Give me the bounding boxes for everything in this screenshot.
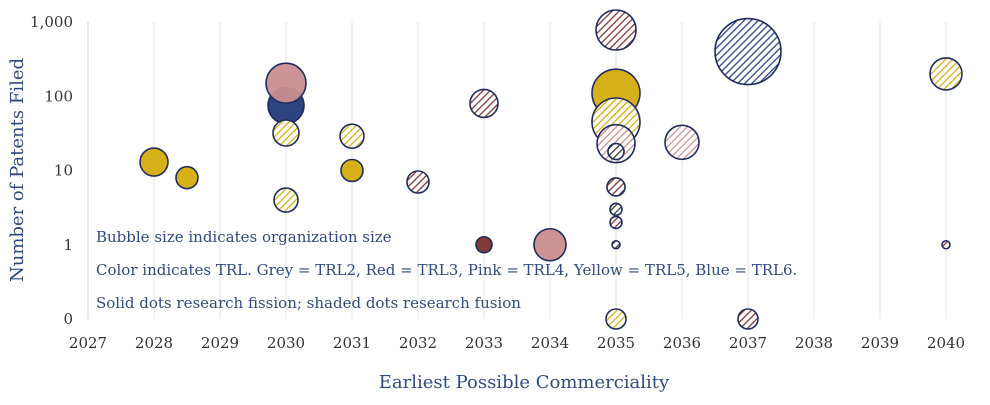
bubble-shaded-trl2-18 — [609, 202, 623, 217]
x-tick-2035: 2035 — [597, 334, 635, 352]
bubble-shaded-trl2-16 — [607, 142, 625, 161]
y-tick-0: 0 — [63, 310, 73, 328]
bubble-shaded-trl3-17 — [606, 177, 626, 197]
bubble-shaded-trl3-19 — [609, 215, 623, 230]
note-solid-shaded: Solid dots research fission; shaded dots… — [96, 294, 521, 312]
bubble-shaded-trl3-8 — [406, 170, 430, 194]
x-axis-title: Earliest Possible Commerciality — [379, 372, 670, 393]
x-tick-2030: 2030 — [267, 334, 305, 352]
y-tick-1000: 1,000 — [30, 13, 73, 31]
note-color-trl: Color indicates TRL. Grey = TRL2, Red = … — [96, 261, 797, 279]
bubble-shaded-trl5-4 — [272, 119, 300, 147]
bubble-shaded-trl2-20 — [611, 239, 621, 250]
bubble-shaded-trl5-6 — [339, 123, 365, 149]
x-tick-2039: 2039 — [861, 334, 899, 352]
bubble-shaded-trl5-5 — [273, 187, 299, 213]
x-tick-2036: 2036 — [663, 334, 701, 352]
bubble-shaded-trl3-26 — [941, 239, 951, 250]
tick-labels: 2027 2028 2029 2030 2031 2032 2033 2034 2035 2036… — [30, 13, 965, 352]
bubble-solid-trl3-10 — [475, 235, 493, 254]
x-tick-2038: 2038 — [795, 334, 833, 352]
x-tick-2034: 2034 — [531, 334, 569, 352]
note-bubble-size: Bubble size indicates organization size — [96, 228, 392, 246]
bubble-shaded-trl5-21 — [605, 308, 627, 330]
bubble-shaded-trl3-12 — [595, 9, 637, 51]
x-tick-2033: 2033 — [465, 334, 503, 352]
bubble-solid-trl4-11 — [533, 227, 567, 262]
bubble-shaded-trl3-24 — [737, 308, 759, 330]
bubble-shaded-trl4-22 — [664, 124, 700, 161]
bubbles — [139, 9, 963, 330]
x-tick-2029: 2029 — [201, 334, 239, 352]
x-tick-2037: 2037 — [729, 334, 767, 352]
x-tick-2027: 2027 — [69, 334, 107, 352]
bubble-shaded-trl5-25 — [929, 57, 963, 91]
y-tick-100: 100 — [44, 87, 73, 105]
bubble-solid-trl5-1 — [175, 165, 199, 190]
x-tick-2040: 2040 — [927, 334, 965, 352]
y-tick-1: 1 — [63, 236, 73, 254]
bubble-solid-trl5-0 — [139, 147, 169, 177]
y-axis-title: Number of Patents Filed — [7, 58, 28, 282]
x-tick-2028: 2028 — [135, 334, 173, 352]
bubble-solid-trl5-7 — [340, 158, 364, 183]
y-tick-10: 10 — [54, 162, 73, 180]
x-tick-2032: 2032 — [399, 334, 437, 352]
bubble-shaded-trl3-9 — [469, 88, 499, 119]
x-tick-2031: 2031 — [333, 334, 371, 352]
bubble-solid-trl4-3 — [265, 62, 307, 104]
bubble-shaded-trl6-23 — [714, 17, 782, 86]
